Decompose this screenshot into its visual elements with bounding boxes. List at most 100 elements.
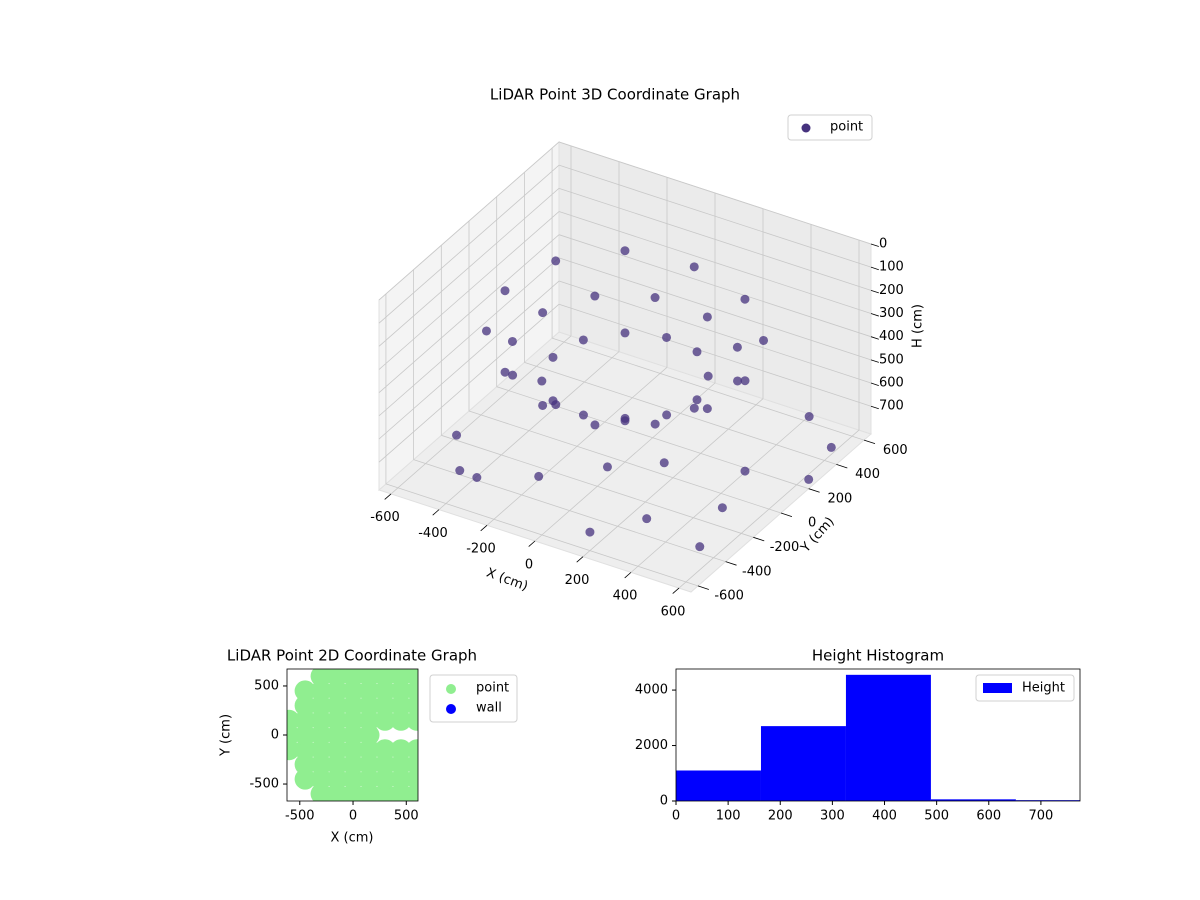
point (358, 739, 380, 761)
point (578, 410, 588, 420)
point (374, 739, 396, 761)
y-tick-label: -500 (249, 777, 279, 792)
point (406, 669, 418, 687)
point (650, 419, 660, 429)
point (826, 442, 836, 452)
x-tick-label: 500 (924, 809, 949, 824)
point (342, 709, 364, 731)
x-tick-label: -500 (285, 809, 315, 824)
bar (676, 770, 761, 801)
point (374, 753, 396, 775)
grid-line (558, 211, 872, 314)
point (590, 291, 600, 301)
point (326, 753, 348, 775)
y-tick-label: 0 (808, 516, 816, 531)
point (390, 739, 412, 761)
tick-mark (836, 464, 848, 469)
point (390, 669, 412, 687)
bar (760, 726, 846, 801)
point (692, 347, 702, 357)
point (481, 326, 491, 336)
point (294, 739, 316, 761)
point (310, 680, 332, 702)
point (310, 669, 332, 687)
point (326, 680, 348, 702)
point (390, 695, 412, 717)
point (342, 680, 364, 702)
z-tick-label: 500 (879, 352, 904, 367)
grid-line (551, 337, 865, 441)
point (733, 376, 743, 386)
grid-line (378, 164, 560, 324)
point (507, 336, 517, 346)
point (358, 680, 380, 702)
tick-mark (384, 493, 392, 500)
z-tick-label: 400 (879, 329, 904, 344)
point (500, 367, 510, 377)
grid-line (413, 459, 726, 562)
y-axis-label: Y (cm) (798, 514, 838, 556)
tick-mark (870, 313, 879, 317)
point (406, 739, 418, 761)
y-tick-label: 0 (271, 728, 279, 743)
point (358, 695, 380, 717)
point (472, 473, 482, 483)
tick-mark (672, 587, 680, 594)
x-tick-label: 300 (820, 809, 845, 824)
point (500, 286, 510, 296)
point (358, 709, 380, 731)
grid-line (558, 141, 872, 245)
point (537, 376, 547, 386)
x-tick-label: -600 (370, 510, 400, 525)
x-tick-label: 500 (394, 809, 419, 824)
point (326, 669, 348, 687)
point (326, 724, 348, 746)
chart-title: LiDAR Point 3D Coordinate Graph (490, 86, 740, 104)
point (662, 332, 672, 342)
bars (676, 674, 1080, 801)
x-tick-label: 200 (768, 809, 793, 824)
tick-mark (870, 243, 879, 247)
bar (1015, 800, 1080, 801)
grid-line (441, 434, 754, 538)
point (620, 246, 630, 256)
point (538, 400, 548, 410)
x-tick-label: 700 (1028, 809, 1053, 824)
x-tick-label: 0 (672, 809, 680, 824)
grid-line (558, 257, 872, 361)
point (702, 404, 712, 414)
z-tick-label: 700 (879, 399, 904, 414)
x-tick-label: -200 (466, 542, 496, 557)
point (538, 308, 548, 318)
point (620, 416, 630, 426)
tick-mark (725, 561, 737, 566)
point (294, 680, 316, 702)
point (642, 514, 652, 524)
tick-mark (528, 540, 536, 547)
point (662, 410, 672, 420)
point (294, 768, 316, 790)
point (578, 335, 588, 345)
tick-mark (808, 488, 820, 493)
point (534, 471, 544, 481)
tick-mark (753, 536, 765, 542)
plot-3d: -600-400-2000200400600-600-400-200020040… (370, 114, 908, 619)
point (342, 739, 364, 761)
point (374, 768, 396, 790)
point (310, 709, 332, 731)
point (374, 669, 396, 687)
point (310, 768, 332, 790)
grid-line (558, 280, 872, 384)
point (703, 371, 713, 381)
x-tick-label: -400 (418, 526, 448, 541)
y-tick-label: -400 (742, 564, 772, 579)
point (717, 503, 727, 513)
y-tick-label: -200 (770, 540, 800, 555)
x-tick-label: 0 (525, 557, 533, 572)
x-tick-label: 0 (349, 809, 357, 824)
tick-mark (870, 405, 879, 410)
y-tick-label: 4000 (635, 683, 668, 698)
point (695, 542, 705, 552)
tick-mark (870, 336, 879, 340)
